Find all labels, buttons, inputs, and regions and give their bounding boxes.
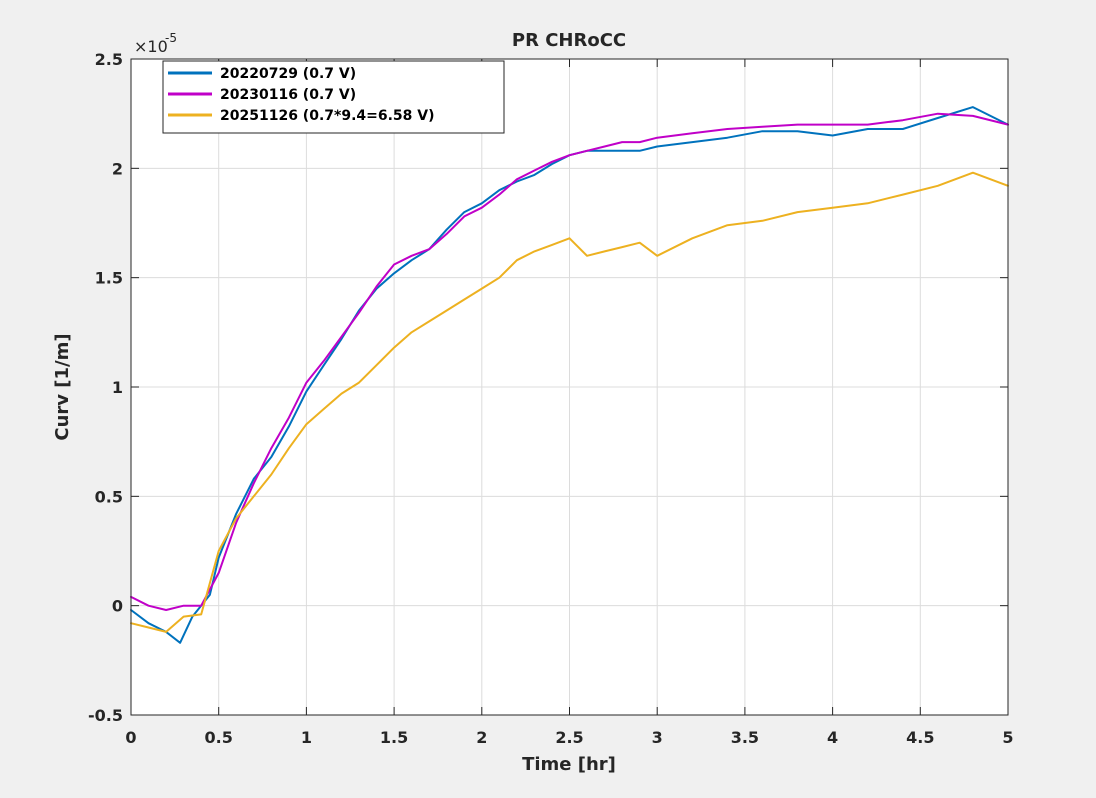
x-tick-label: 1.5 <box>380 728 408 747</box>
y-multiplier-base: ×10 <box>134 37 168 56</box>
legend-items: 20220729 (0.7 V) 20230116 (0.7 V) 20251126… <box>168 66 435 124</box>
y-tick-label: 1.5 <box>95 269 123 288</box>
legend-label-3: 20251126 (0.7*9.4=6.58 V) <box>220 108 435 124</box>
x-tick-label: 5 <box>1002 728 1013 747</box>
chart-title: PR CHRoCC <box>512 30 626 51</box>
x-tick-label: 4 <box>827 728 838 747</box>
x-tick-label: 0.5 <box>205 728 233 747</box>
series-line-2 <box>130 112 1009 611</box>
x-tick-label: 1 <box>301 728 312 747</box>
y-tick-label: 0.5 <box>95 487 123 506</box>
ticks <box>130 58 1009 716</box>
y-tick-label: 2.5 <box>95 50 123 69</box>
series-line-3 <box>130 171 1009 633</box>
x-tick-label: 3 <box>652 728 663 747</box>
y-tick-label: 0 <box>112 597 123 616</box>
legend: 20220729 (0.7 V) 20230116 (0.7 V) 20251126… <box>162 60 505 134</box>
x-tick-label: 3.5 <box>731 728 759 747</box>
y-tick-label: -0.5 <box>88 706 123 725</box>
series-line-1 <box>130 106 1009 644</box>
x-tick-label: 4.5 <box>906 728 934 747</box>
y-axis-label: Curv [1/m] <box>52 333 73 440</box>
legend-label-2: 20230116 (0.7 V) <box>220 87 356 103</box>
series-layer <box>130 106 1009 644</box>
legend-box <box>162 60 505 134</box>
y-tick-label: 2 <box>112 159 123 178</box>
x-axis-label: Time [hr] <box>522 754 616 775</box>
y-multiplier-exponent: -5 <box>165 31 177 45</box>
grid <box>131 59 1008 715</box>
y-tick-labels: -0.5 0 0.5 1 1.5 2 2.5 <box>88 50 123 725</box>
legend-label-1: 20220729 (0.7 V) <box>220 66 356 82</box>
x-tick-labels: 0 0.5 1 1.5 2 2.5 3 3.5 4 4.5 5 <box>125 728 1013 747</box>
x-tick-label: 2 <box>476 728 487 747</box>
x-tick-label: 0 <box>125 728 136 747</box>
y-tick-label: 1 <box>112 378 123 397</box>
x-tick-label: 2.5 <box>555 728 583 747</box>
